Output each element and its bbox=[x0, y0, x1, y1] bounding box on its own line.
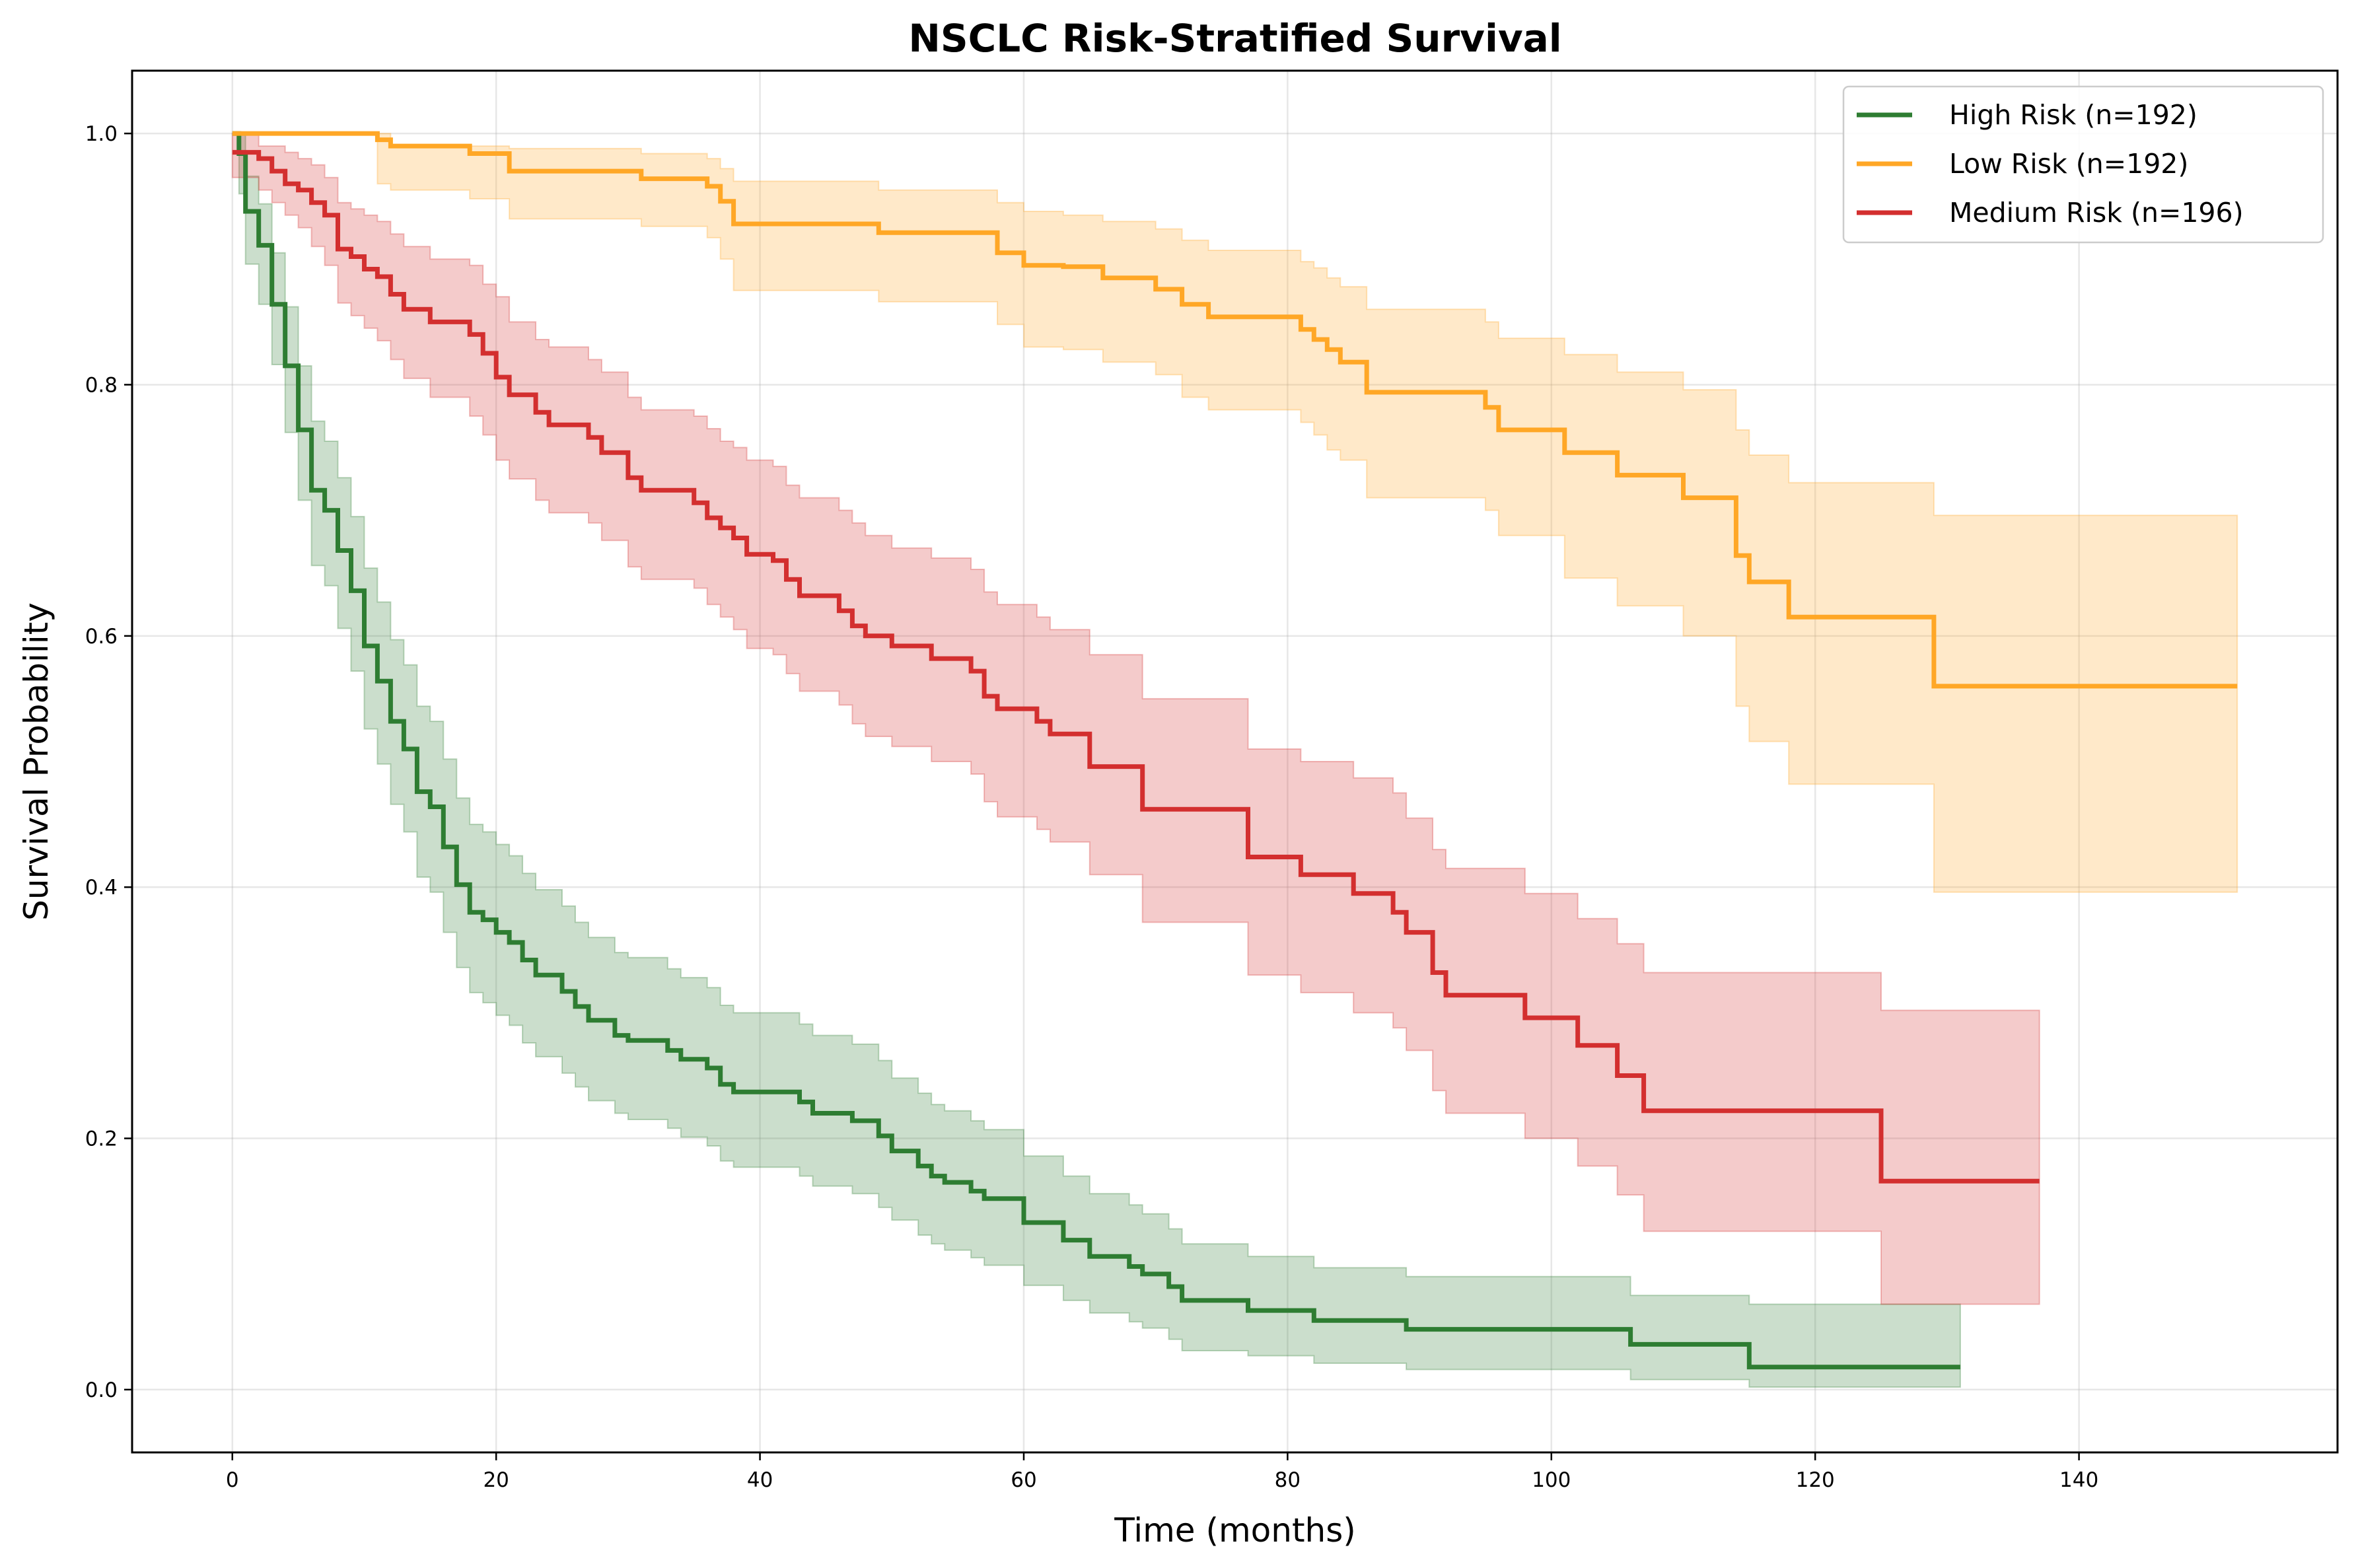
medium-risk-ci-band bbox=[231, 133, 2040, 1305]
low-risk-curve bbox=[232, 131, 2238, 689]
survival-curves bbox=[232, 131, 2238, 1370]
chart-title: NSCLC Risk-Stratified Survival bbox=[908, 16, 1561, 61]
y-tick-label: 0.8 bbox=[85, 373, 118, 397]
y-axis: 0.0 0.2 0.4 0.6 0.8 1.0 bbox=[85, 122, 132, 1402]
x-axis-label: Time (months) bbox=[1114, 1511, 1356, 1550]
x-axis: 0 20 40 60 80 100 120 140 bbox=[226, 1452, 2098, 1492]
low-risk-ci-band bbox=[232, 133, 2238, 893]
y-tick-label: 1.0 bbox=[85, 122, 118, 146]
x-tick-label: 100 bbox=[1532, 1468, 1571, 1492]
y-tick-label: 0.0 bbox=[85, 1378, 118, 1402]
confidence-bands bbox=[231, 133, 2238, 1388]
x-tick-label: 80 bbox=[1275, 1468, 1301, 1492]
y-tick-label: 0.2 bbox=[85, 1127, 118, 1151]
medium-risk-legend-label: Medium Risk (n=196) bbox=[1949, 197, 2244, 229]
grid-lines bbox=[132, 71, 2338, 1452]
y-tick-label: 0.6 bbox=[85, 625, 118, 649]
x-tick-label: 120 bbox=[1796, 1468, 1835, 1492]
y-axis-label: Survival Probability bbox=[17, 602, 55, 921]
x-tick-label: 140 bbox=[2059, 1468, 2098, 1492]
medium-risk-curve bbox=[232, 150, 2040, 1184]
x-tick-label: 0 bbox=[226, 1468, 239, 1492]
high-risk-ci-band bbox=[232, 133, 1961, 1388]
x-tick-label: 40 bbox=[747, 1468, 773, 1492]
legend-box bbox=[1842, 85, 2324, 244]
x-tick-label: 60 bbox=[1011, 1468, 1036, 1492]
low-risk-legend-label: Low Risk (n=192) bbox=[1949, 148, 2188, 180]
y-tick-label: 0.4 bbox=[85, 876, 118, 900]
x-tick-label: 20 bbox=[483, 1468, 509, 1492]
high-risk-legend-label: High Risk (n=192) bbox=[1949, 99, 2197, 131]
legend: High Risk (n=192) Low Risk (n=192) Medium … bbox=[1842, 85, 2324, 244]
high-risk-curve bbox=[232, 131, 1960, 1370]
plot-frame bbox=[131, 69, 2339, 1454]
